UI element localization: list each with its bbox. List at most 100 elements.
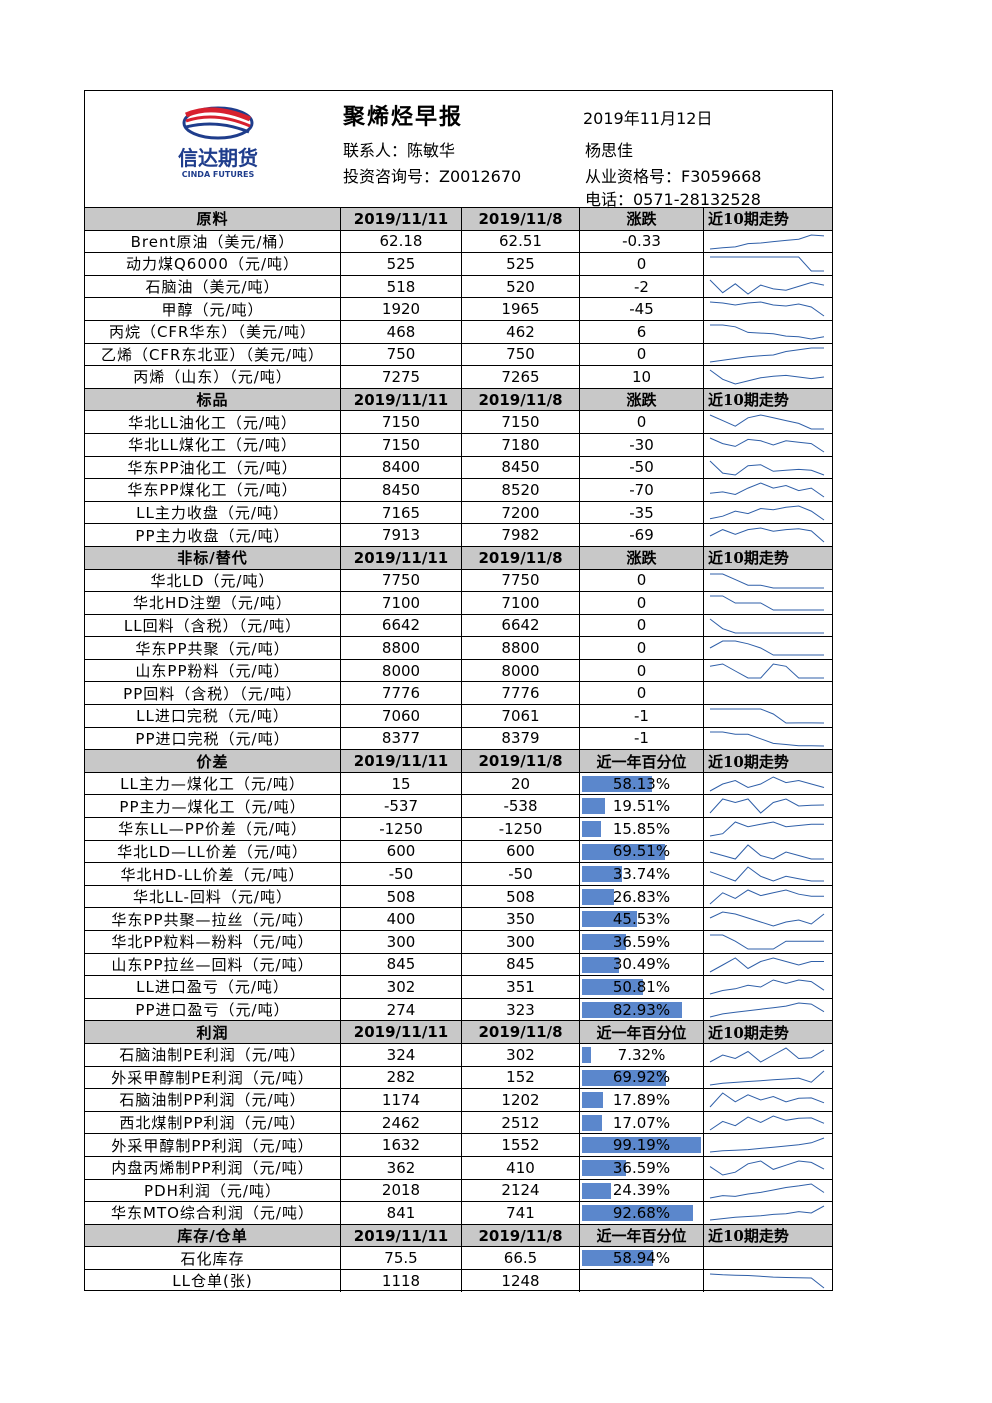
change-col-header: 近一年百分位 xyxy=(580,1021,704,1043)
value-previous: 7061 xyxy=(462,705,580,727)
change-col-header: 涨跌 xyxy=(580,546,704,569)
table-row: 西北煤制PP利润（元/吨） 2462 2512 17.07% xyxy=(85,1110,832,1134)
trend-cell xyxy=(704,231,832,253)
sparkline-series xyxy=(709,527,825,543)
table-row: LL仓单(张) 1118 1248 xyxy=(85,1268,832,1292)
table-row: 甲醇（元/吨） 1920 1965 -45 xyxy=(85,297,832,320)
table-row: PP进口盈亏（元/吨） 274 323 82.93% xyxy=(85,997,832,1021)
value-current: 8400 xyxy=(341,456,462,479)
row-label: LL主力—煤化工（元/吨） xyxy=(85,772,341,795)
trend-cell xyxy=(704,908,832,930)
trend-cell xyxy=(704,1202,832,1224)
percentile-cell: 24.39% xyxy=(580,1179,704,1202)
sparkline xyxy=(709,618,824,634)
table-row: 丙烷（CFR华东）（美元/吨） 468 462 6 xyxy=(85,319,832,343)
value-previous: 1552 xyxy=(462,1134,580,1156)
trend-cell xyxy=(704,1112,832,1134)
change-value: 0 xyxy=(580,614,704,637)
data-table: 原料 2019/11/11 2019/11/8 涨跌 近10期走势 Brent原油（美元/… xyxy=(85,207,832,1292)
sparkline-series xyxy=(709,798,825,815)
sparkline xyxy=(709,1205,825,1221)
percentile-bar xyxy=(582,1205,694,1222)
value-current: 362 xyxy=(341,1156,462,1179)
row-label: LL仓单(张) xyxy=(85,1269,341,1292)
value-current: 8377 xyxy=(341,727,462,750)
phone-number: 电话：0571-28132528 xyxy=(585,190,761,209)
value-current: 7150 xyxy=(341,411,462,433)
percentile-value: 15.85% xyxy=(612,819,671,838)
sparkline-series xyxy=(709,640,824,656)
trend-col-header: 近10期走势 xyxy=(708,752,789,771)
table-row: 华北HD-LL价差（元/吨） -50 -50 33.74% xyxy=(85,862,832,885)
value-previous: 7265 xyxy=(462,366,580,388)
sparkline-series xyxy=(709,911,825,927)
value-current: 274 xyxy=(341,998,462,1021)
percentile-cell: 69.51% xyxy=(580,840,704,863)
row-label: 石脑油制PE利润（元/吨） xyxy=(85,1043,341,1066)
percentile-cell: 26.83% xyxy=(580,885,704,908)
value-current: 324 xyxy=(341,1043,462,1066)
row-label: 华北LL-回料（元/吨） xyxy=(85,885,341,908)
percentile-cell: 17.89% xyxy=(580,1089,704,1111)
value-current: -537 xyxy=(341,795,462,818)
sparkline-series xyxy=(709,1137,825,1153)
sparkline xyxy=(710,324,825,340)
value-previous: 8379 xyxy=(462,727,580,750)
value-current: 1920 xyxy=(341,298,462,320)
value-previous: 8520 xyxy=(462,479,580,501)
percentile-value: 26.83% xyxy=(612,887,671,906)
sparkline-series xyxy=(710,708,825,724)
date-col-header-2: 2019/11/8 xyxy=(462,1224,580,1247)
value-previous: 351 xyxy=(462,976,580,998)
change-value: -2 xyxy=(580,275,704,298)
percentile-bar xyxy=(582,1001,682,1018)
section-header-row: 标品 2019/11/11 2019/11/8 涨跌 近10期走势 xyxy=(85,387,832,411)
value-previous: 7180 xyxy=(462,433,580,456)
change-value: -70 xyxy=(580,479,704,501)
sparkline-series xyxy=(709,776,825,792)
percentile-bar xyxy=(582,798,606,815)
sparkline-series xyxy=(709,889,824,905)
sparkline-series xyxy=(709,1070,825,1086)
value-previous: 600 xyxy=(462,840,580,863)
sparkline xyxy=(709,1137,825,1153)
sparkline xyxy=(709,1047,825,1063)
value-previous: 323 xyxy=(462,998,580,1021)
trend-cell xyxy=(704,1247,832,1269)
value-previous: 6642 xyxy=(462,614,580,637)
table-row: 外采甲醇制PE利润（元/吨） 282 152 69.92% xyxy=(85,1065,832,1089)
trend-cell xyxy=(704,1044,832,1066)
value-previous: 302 xyxy=(462,1043,580,1066)
trend-cell xyxy=(704,637,832,659)
sparkline xyxy=(709,347,824,363)
table-row: LL进口盈亏（元/吨） 302 351 50.81% xyxy=(85,975,832,998)
date-col-header-2: 2019/11/8 xyxy=(462,388,580,411)
sparkline xyxy=(709,956,824,973)
date-col-header-1: 2019/11/11 xyxy=(341,388,462,411)
table-row: LL回料（含税）（元/吨） 6642 6642 0 xyxy=(85,613,832,637)
sparkline-series xyxy=(710,256,824,272)
sparkline xyxy=(710,573,824,588)
value-current: 600 xyxy=(341,840,462,863)
trend-col-header: 近10期走势 xyxy=(708,391,789,410)
change-value: -45 xyxy=(580,298,704,320)
row-label: 华东PP煤化工（元/吨） xyxy=(85,479,341,501)
section-title: 标品 xyxy=(85,388,341,411)
table-row: 内盘丙烯制PP利润（元/吨） 362 410 36.59% xyxy=(85,1155,832,1179)
date-col-header-2: 2019/11/8 xyxy=(462,1021,580,1043)
value-current: -1250 xyxy=(341,818,462,840)
value-current: 7913 xyxy=(341,524,462,546)
value-previous: 741 xyxy=(462,1202,580,1224)
percentile-cell: 17.07% xyxy=(580,1111,704,1134)
sparkline xyxy=(709,1092,825,1108)
change-value: 0 xyxy=(580,592,704,614)
sparkline xyxy=(709,1183,825,1199)
value-previous: 152 xyxy=(462,1066,580,1089)
sparkline xyxy=(709,1115,825,1131)
sparkline-series xyxy=(709,279,825,295)
trend-cell xyxy=(704,592,832,614)
table-row: 华东LL—PP价差（元/吨） -1250 -1250 15.85% xyxy=(85,817,832,840)
percentile-bar xyxy=(582,1159,626,1176)
percentile-bar xyxy=(582,956,619,973)
row-label: LL进口盈亏（元/吨） xyxy=(85,976,341,998)
